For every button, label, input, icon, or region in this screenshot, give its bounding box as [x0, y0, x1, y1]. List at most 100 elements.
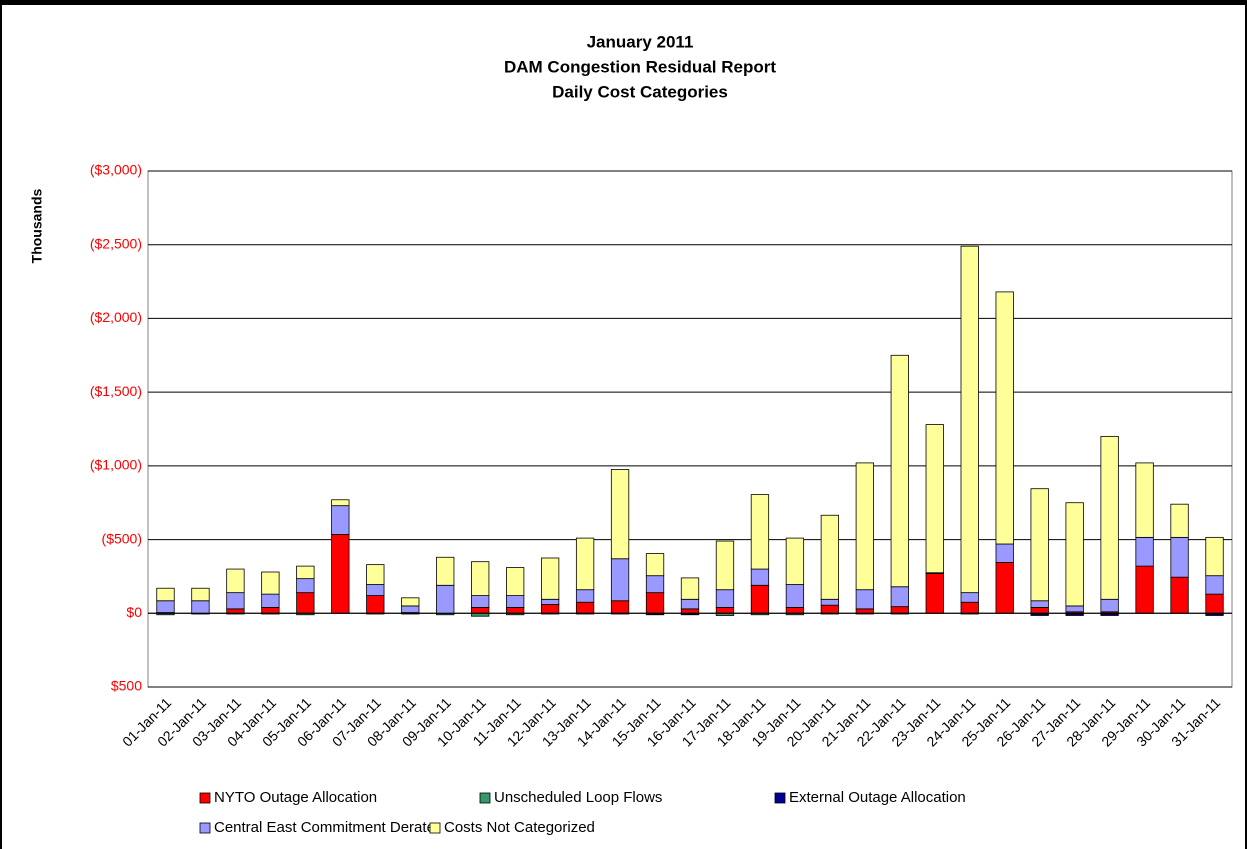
bar-segment [156, 587, 175, 602]
bar-segment [471, 606, 490, 614]
y-tick-label: ($1,000) [90, 457, 142, 473]
bar-segment [1065, 605, 1084, 613]
bar-segment [855, 608, 874, 614]
bar-segment [261, 571, 280, 595]
y-axis-label: Thousands [29, 188, 45, 263]
bar-segment [645, 613, 665, 616]
bar-segment [506, 595, 525, 608]
bar-segment [645, 592, 665, 614]
y-tick-label: ($2,500) [90, 235, 142, 251]
bar-segment [1100, 613, 1119, 616]
top-bar [0, 0, 1247, 5]
bar-segment [890, 586, 909, 608]
bar-segment [750, 584, 770, 614]
bar-segment [960, 592, 979, 603]
bar-segment [1135, 565, 1154, 614]
bar-segment [506, 606, 525, 614]
bar-segment [575, 589, 595, 603]
bar-segment [715, 606, 735, 614]
bar-segment [680, 577, 700, 600]
bar-segment [1205, 575, 1224, 595]
bar-segment [610, 558, 630, 602]
bar-segment [715, 540, 735, 591]
bar-segment [331, 499, 350, 507]
bar-segment [1135, 462, 1154, 538]
bar-segment [1170, 576, 1189, 614]
bar-segment [401, 597, 420, 607]
bar-segment [855, 589, 874, 610]
bar-segment [471, 595, 490, 608]
bar-segment [366, 595, 385, 614]
bar-segment [471, 561, 490, 596]
bar-segment [1065, 502, 1084, 607]
legend-swatch [199, 822, 211, 834]
bar-segment [191, 587, 210, 602]
bar-segment [1205, 536, 1224, 577]
bar-segment [995, 562, 1014, 614]
legend-swatch [479, 792, 491, 804]
bar-segment [191, 600, 210, 614]
bar-segment [366, 564, 385, 585]
bar-segment [785, 537, 805, 585]
bar-segment [1205, 593, 1224, 614]
bar-segment [331, 534, 350, 614]
bar-segment [1030, 606, 1049, 614]
legend-swatch [774, 792, 786, 804]
legend-label: Central East Commitment Derate [214, 819, 435, 836]
bar-segment [995, 543, 1014, 563]
y-tick-label: ($500) [102, 530, 142, 546]
y-tick-label: $0 [126, 604, 142, 620]
bar-segment [960, 601, 979, 614]
bar-segment [436, 556, 455, 586]
bar-segment [715, 589, 735, 608]
bar-segment [610, 600, 630, 614]
bar-segment [645, 575, 665, 594]
bar-segment [296, 565, 315, 580]
bar-segment [960, 245, 979, 594]
bar-segment [1170, 536, 1189, 578]
bar-segment [1030, 613, 1049, 616]
bar-segment [750, 494, 770, 570]
bar-segment [331, 505, 350, 535]
bar-segment [1100, 435, 1119, 600]
bar-segment [855, 462, 874, 591]
bar-segment [750, 568, 770, 586]
chart-title: Daily Cost Categories [552, 82, 728, 101]
bar-segment [261, 606, 280, 614]
bar-segment [436, 584, 455, 614]
bar-segment [610, 469, 630, 560]
bar-segment [226, 608, 245, 614]
bar-segment [540, 598, 560, 605]
chart-title: January 2011 [587, 32, 694, 51]
bar-segment [575, 601, 595, 614]
bar-segment [645, 553, 665, 577]
bar-segment [156, 600, 175, 613]
bar-segment [785, 606, 805, 614]
bar-segment [925, 424, 944, 574]
bar-segment [575, 537, 595, 591]
y-tick-label: ($2,000) [90, 309, 142, 325]
bar-segment [366, 584, 385, 596]
bar-segment [226, 592, 245, 610]
bar-segment [540, 604, 560, 614]
legend-label: NYTO Outage Allocation [214, 789, 377, 806]
bar-segment [1170, 503, 1189, 538]
bar-segment [925, 573, 944, 614]
legend-label: External Outage Allocation [789, 789, 966, 806]
legend-label: Costs Not Categorized [444, 819, 595, 836]
bar-segment [261, 593, 280, 608]
bar-segment [820, 604, 840, 614]
chart-title: DAM Congestion Residual Report [504, 57, 776, 76]
bar-segment [680, 613, 700, 616]
bar-segment [785, 584, 805, 608]
bar-segment [1135, 536, 1154, 567]
bar-segment [1205, 613, 1224, 616]
bar-segment [820, 514, 840, 600]
bar-segment [226, 568, 245, 594]
bar-segment [890, 606, 909, 614]
bar-segment [540, 557, 560, 600]
legend-swatch [199, 792, 211, 804]
bar-segment [1100, 598, 1119, 613]
bar-segment [1030, 488, 1049, 602]
